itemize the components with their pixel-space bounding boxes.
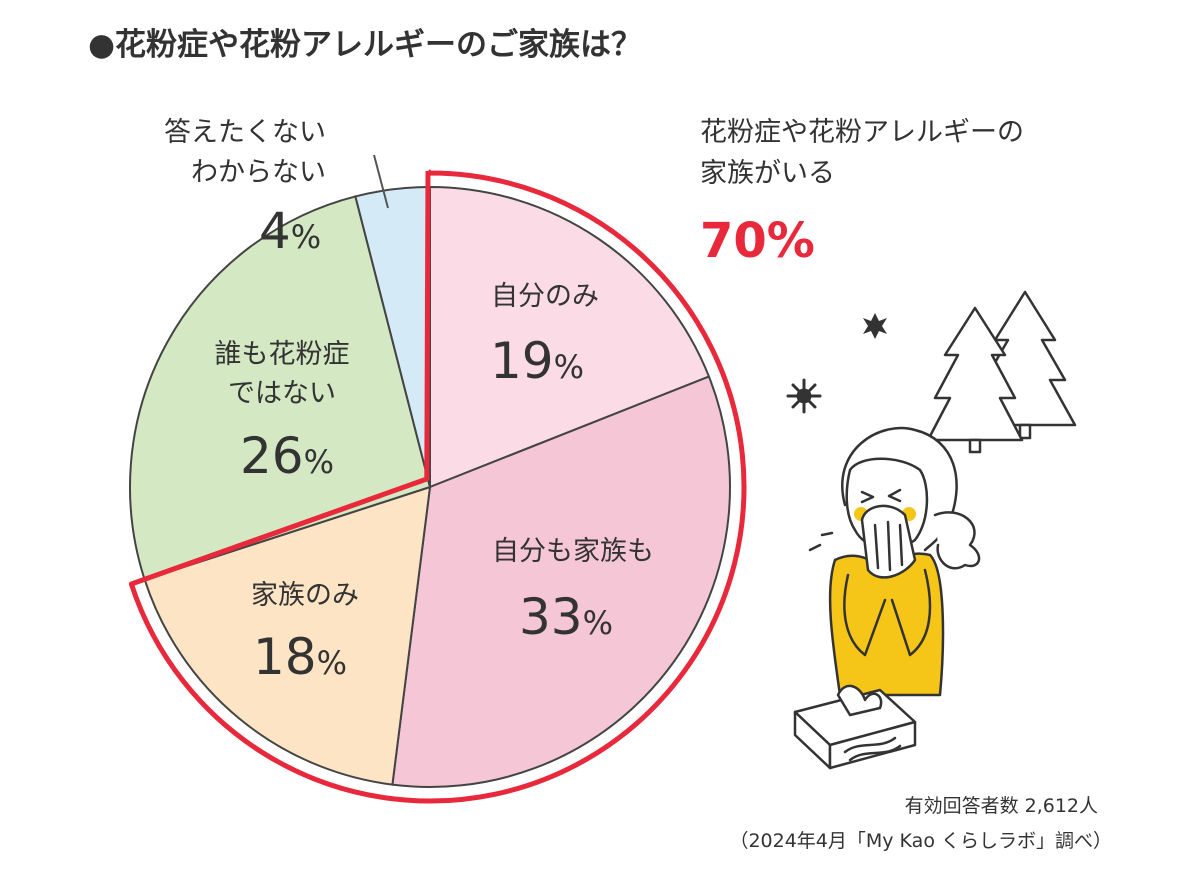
- slice-label-self-and-family: 自分も家族も 33%: [492, 536, 654, 646]
- slice-name: 自分も家族も: [492, 536, 654, 567]
- footnote-respondents: 有効回答者数 2,612人: [905, 795, 1098, 817]
- leader-line: [373, 154, 389, 209]
- slice-name: ではない: [228, 378, 336, 409]
- pollen-icon: [863, 313, 887, 339]
- tree-icon: [926, 306, 1024, 454]
- slice-name: 自分のみ: [491, 281, 599, 312]
- slice-value: 33%: [519, 588, 613, 646]
- highlight-label: 家族がいる: [700, 158, 835, 189]
- slice-value: 18%: [253, 628, 347, 686]
- pie-slice-self-only: [429, 185, 711, 489]
- pie-slices: [129, 185, 731, 788]
- slice-name: 答えたくない: [164, 117, 326, 148]
- pollen-icon: [786, 378, 822, 414]
- pie-slice-family-only: [143, 485, 432, 786]
- highlight-label: 花粉症や花粉アレルギーの: [700, 117, 1024, 148]
- slice-value: 4%: [259, 202, 321, 260]
- highlight-outline: [128, 169, 747, 804]
- chart-title: ●花粉症や花粉アレルギーのご家族は？: [88, 27, 642, 63]
- slice-name: わからない: [191, 157, 326, 188]
- slice-label-family-only: 家族のみ 18%: [251, 580, 359, 686]
- slice-label-nobody: 誰も花粉症 ではない 26%: [215, 339, 350, 485]
- sneezing-person-icon: [808, 426, 981, 697]
- tissue-box-icon: [793, 684, 917, 770]
- pie-slice-self-and-family: [391, 375, 731, 788]
- slice-name: 誰も花粉症: [215, 339, 350, 370]
- highlight-value: 70%: [700, 213, 815, 269]
- slice-value: 26%: [240, 427, 334, 485]
- highlight-callout: 花粉症や花粉アレルギーの 家族がいる 70%: [700, 117, 1024, 269]
- slice-name: 家族のみ: [251, 580, 359, 611]
- slice-label-self-only: 自分のみ 19%: [490, 281, 599, 390]
- slice-value: 19%: [490, 332, 584, 390]
- pie-slice-nobody: [129, 195, 432, 581]
- slice-label-no-answer: 答えたくない わからない 4%: [164, 117, 326, 260]
- footnote-source: （2024年4月「My Kao くらしラボ」調べ）: [729, 830, 1112, 852]
